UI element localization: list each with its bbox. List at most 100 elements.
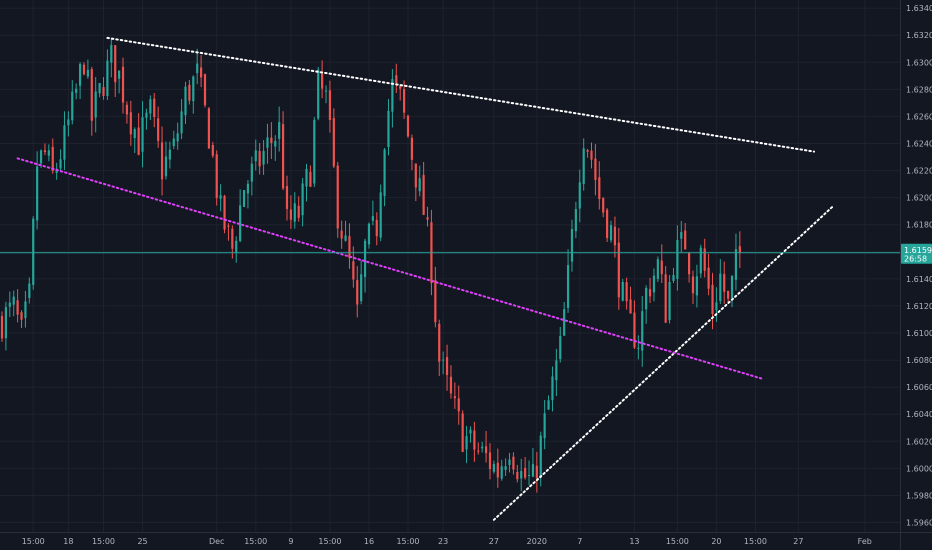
- time-tick-label: 23: [438, 537, 448, 546]
- time-tick-label: 20: [711, 537, 721, 546]
- candle-up: [266, 137, 269, 148]
- candle-down: [281, 124, 285, 189]
- candle-down: [207, 108, 211, 149]
- candle-down: [258, 151, 261, 167]
- price-tick-label: 1.62800: [906, 85, 932, 94]
- price-axis[interactable]: 1.59600 1.59800 1.60000 1.60200 1.60400 1.606…: [906, 4, 932, 527]
- candle-down: [422, 174, 425, 215]
- candle-up: [301, 183, 304, 216]
- badge-background: [901, 243, 932, 264]
- candle-down: [524, 468, 527, 478]
- time-tick-label: Feb: [858, 537, 872, 546]
- candle-up: [59, 159, 62, 169]
- candle-down: [231, 228, 234, 249]
- candle-up: [67, 119, 70, 126]
- candle-down: [399, 85, 402, 89]
- candle-up: [360, 274, 363, 302]
- candle-up: [313, 119, 316, 184]
- time-tick-label: 9: [288, 537, 293, 546]
- candle-up: [12, 296, 15, 305]
- candle-down: [648, 289, 652, 297]
- candle-down: [153, 98, 156, 118]
- candle-down: [406, 115, 410, 137]
- candle-down: [414, 163, 417, 188]
- price-tick-label: 1.60200: [906, 437, 932, 446]
- candle-down: [203, 74, 207, 106]
- candle-up: [570, 228, 574, 262]
- price-tick-label: 1.63400: [906, 4, 932, 13]
- candle-down: [484, 446, 488, 454]
- candle-down: [270, 137, 273, 144]
- price-tick-label: 1.61400: [906, 275, 932, 284]
- candle-up: [609, 225, 613, 241]
- candle-down: [215, 154, 218, 199]
- current-price-value: 1.61593: [904, 246, 932, 255]
- time-tick-label: Dec: [209, 537, 224, 546]
- candle-down: [410, 137, 414, 160]
- candle-down: [633, 312, 636, 348]
- candle-up: [367, 223, 371, 245]
- candle-up: [278, 122, 281, 139]
- candle-up: [391, 79, 394, 112]
- candle-up: [539, 435, 542, 478]
- candle-down: [336, 165, 339, 229]
- candle-down: [617, 242, 620, 298]
- candle-down: [340, 230, 343, 239]
- candle-down: [461, 413, 464, 452]
- candle-up: [500, 466, 503, 479]
- price-tick-label: 1.63200: [906, 31, 932, 40]
- candle-down: [285, 185, 289, 209]
- candle-down: [727, 290, 730, 299]
- candle-up: [176, 133, 179, 142]
- candle-up: [387, 110, 390, 148]
- candle-up: [141, 117, 144, 152]
- current-price-badge: 1.6159326:58: [901, 243, 932, 264]
- candle-down: [496, 462, 499, 478]
- candle-down: [223, 195, 226, 230]
- candle-down: [43, 150, 47, 153]
- candle-up: [196, 63, 199, 74]
- candle-up: [47, 150, 50, 156]
- candle-up: [492, 463, 495, 472]
- candle-down: [137, 127, 140, 155]
- time-tick-label: 15:00: [666, 537, 689, 546]
- candle-up: [184, 86, 187, 116]
- candle-up: [274, 140, 277, 147]
- candle-up: [63, 125, 66, 160]
- candle-down: [188, 84, 191, 101]
- trendline-upper-resistance[interactable]: [106, 36, 816, 153]
- time-tick-label: 15:00: [396, 537, 419, 546]
- candle-up: [192, 76, 195, 102]
- candle-up: [531, 464, 535, 477]
- candle-down: [20, 312, 23, 320]
- candle-up: [672, 274, 675, 281]
- candle-up: [219, 195, 222, 199]
- candle-up: [317, 69, 320, 119]
- price-tick-label: 1.62600: [906, 112, 932, 121]
- time-axis[interactable]: 15:00 18 15:00 25 Dec 15:00 9 15:00 16 15:00 23 27 2…: [22, 537, 872, 546]
- candle-up: [469, 429, 472, 434]
- candle-down: [321, 73, 324, 89]
- candle-down: [613, 226, 617, 246]
- candle-down: [114, 45, 117, 83]
- time-tick-label: 16: [364, 537, 374, 546]
- candle-up: [442, 359, 445, 361]
- candle-down: [606, 209, 609, 239]
- price-tick-label: 1.63000: [906, 58, 932, 67]
- price-tick-label: 1.60600: [906, 383, 932, 392]
- candle-up: [344, 235, 347, 241]
- candle-down: [473, 430, 476, 450]
- trendline-magenta-channel[interactable]: [16, 157, 765, 381]
- candle-down: [395, 75, 398, 84]
- time-tick-label: 15:00: [744, 537, 767, 546]
- candle-down: [297, 205, 300, 218]
- trendline-lower-support-uptrend[interactable]: [492, 204, 835, 521]
- candle-up: [168, 149, 171, 160]
- candle-down: [457, 398, 460, 412]
- candle-up: [695, 276, 698, 296]
- candle-down: [438, 323, 441, 362]
- candle-up: [637, 347, 640, 349]
- candle-up: [676, 240, 679, 279]
- time-tick-label: 13: [629, 537, 639, 546]
